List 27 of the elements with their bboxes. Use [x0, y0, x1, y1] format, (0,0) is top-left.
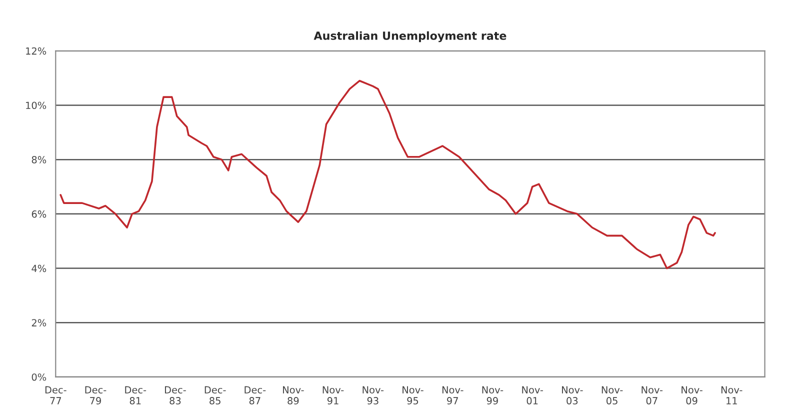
x-tick-label: Nov- 89: [283, 386, 304, 404]
y-tick-label: 10%: [26, 102, 46, 110]
x-tick-label: Nov- 07: [642, 386, 663, 404]
y-tick-label: 8%: [32, 156, 46, 164]
x-tick-label: Dec- 81: [125, 386, 146, 404]
x-tick-label: Dec- 79: [85, 386, 106, 404]
x-tick-label: Nov- 97: [442, 386, 464, 404]
x-tick-label: Nov- 05: [602, 386, 623, 404]
y-tick-label: 12%: [26, 47, 46, 55]
y-tick-label: 2%: [32, 319, 46, 326]
x-tick-label: Nov- 99: [482, 386, 504, 404]
x-tick-label: Nov- 95: [402, 386, 424, 404]
y-tick-label: 6%: [32, 210, 46, 218]
x-tick-label: Nov- 93: [362, 386, 384, 404]
x-tick-label: Nov- 09: [682, 386, 702, 404]
x-tick-label: Nov- 03: [562, 386, 583, 404]
x-tick-label: Dec- 87: [244, 386, 266, 404]
x-tick-label: Nov- 11: [721, 386, 742, 404]
y-tick-label: 4%: [32, 264, 46, 272]
x-tick-label: Nov- 01: [522, 386, 543, 404]
x-tick-label: Dec- 83: [164, 386, 186, 404]
line-series: [60, 80, 716, 270]
y-tick-label: 0%: [32, 373, 46, 381]
chart-title: Australian Unemployment rate: [314, 31, 506, 42]
x-tick-label: Nov- 91: [322, 386, 344, 404]
x-tick-label: Dec- 85: [204, 386, 226, 404]
x-tick-label: Dec- 77: [45, 386, 66, 404]
